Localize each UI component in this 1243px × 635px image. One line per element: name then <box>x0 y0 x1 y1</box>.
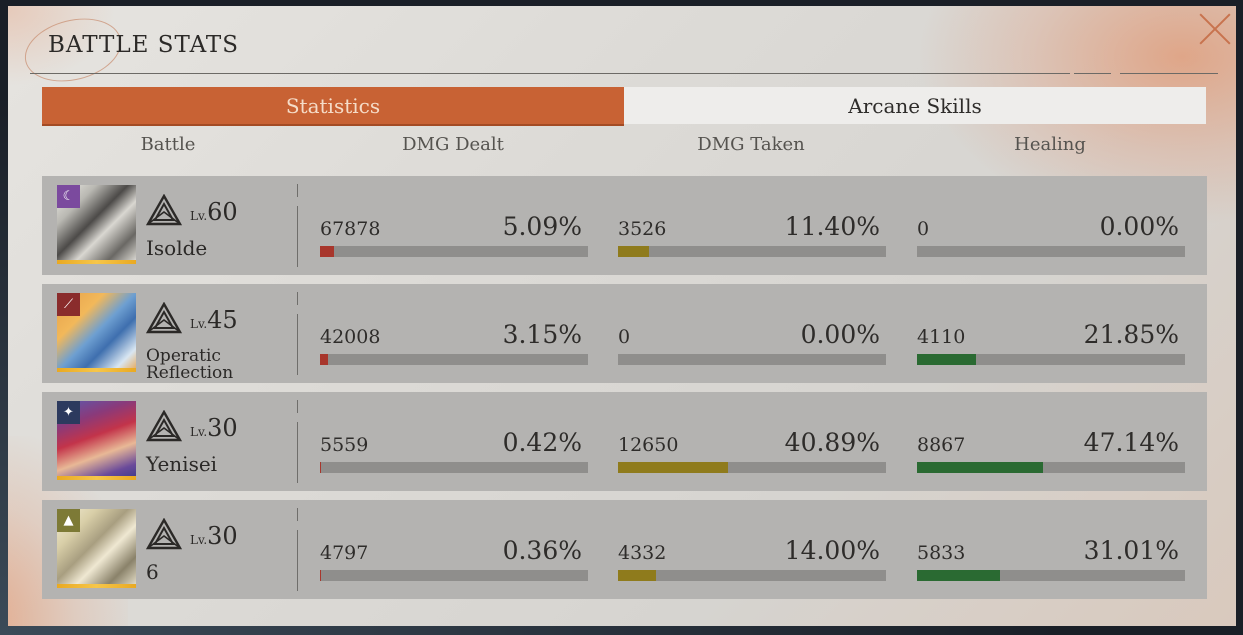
column-header-battle: Battle <box>140 134 196 155</box>
character-level: Lv.30 <box>190 414 238 442</box>
tab-statistics[interactable]: Statistics <box>42 87 624 124</box>
dmg-taken-stat: 3526 11.40% <box>618 212 886 260</box>
character-level: Lv.45 <box>190 306 238 334</box>
battle-stats-panel: BATTLE STATS Statistics Arcane Skills Ba… <box>8 6 1236 626</box>
progress-bar <box>320 462 588 473</box>
progress-bar <box>917 570 1185 581</box>
avatar: ☾ <box>57 185 136 264</box>
character-name: 6 <box>146 560 159 584</box>
dmg-taken-stat: 0 0.00% <box>618 320 886 368</box>
rank-triangle-icon <box>146 410 182 442</box>
dmg-taken-stat: 12650 40.89% <box>618 428 886 476</box>
healing-stat: 4110 21.85% <box>917 320 1185 368</box>
progress-bar <box>917 246 1185 257</box>
column-header-dmg-taken: DMG Taken <box>697 134 805 155</box>
close-icon[interactable] <box>1198 12 1232 46</box>
avatar: ▲ <box>57 509 136 588</box>
progress-bar <box>320 570 588 581</box>
table-row[interactable]: ⟋ Lv.45 Operatic Reflection 42008 3.15% 0… <box>42 284 1207 383</box>
progress-bar <box>618 462 886 473</box>
avatar: ✦ <box>57 401 136 480</box>
rank-triangle-icon <box>146 194 182 226</box>
healing-stat: 0 0.00% <box>917 212 1185 260</box>
healing-stat: 5833 31.01% <box>917 536 1185 584</box>
progress-bar <box>917 354 1185 365</box>
progress-bar <box>320 354 588 365</box>
star-spark-icon: ✦ <box>57 401 80 424</box>
character-name: Yenisei <box>146 452 218 476</box>
table-row[interactable]: ☾ Lv.60 Isolde 67878 5.09% 3526 11.40% 0… <box>42 176 1207 275</box>
title-divider <box>30 73 1070 74</box>
progress-bar <box>618 570 886 581</box>
progress-bar <box>618 354 886 365</box>
avatar: ⟋ <box>57 293 136 372</box>
character-name: Isolde <box>146 236 208 260</box>
column-header-dmg-dealt: DMG Dealt <box>402 134 504 155</box>
dmg-dealt-stat: 67878 5.09% <box>320 212 588 260</box>
dmg-dealt-stat: 4797 0.36% <box>320 536 588 584</box>
table-row[interactable]: ▲ Lv.30 6 4797 0.36% 4332 14.00% 5833 31… <box>42 500 1207 599</box>
progress-bar <box>618 246 886 257</box>
character-level: Lv.60 <box>190 198 238 226</box>
table-row[interactable]: ✦ Lv.30 Yenisei 5559 0.42% 12650 40.89% … <box>42 392 1207 491</box>
rank-triangle-icon <box>146 518 182 550</box>
claw-icon: ⟋ <box>57 293 80 316</box>
column-header-healing: Healing <box>1014 134 1086 155</box>
dmg-taken-stat: 4332 14.00% <box>618 536 886 584</box>
healing-stat: 8867 47.14% <box>917 428 1185 476</box>
page-title: BATTLE STATS <box>48 32 240 58</box>
character-level: Lv.30 <box>190 522 238 550</box>
progress-bar <box>917 462 1185 473</box>
character-name: Operatic Reflection <box>146 346 234 383</box>
pyramid-icon: ▲ <box>57 509 80 532</box>
progress-bar <box>320 246 588 257</box>
tab-arcane-skills[interactable]: Arcane Skills <box>624 87 1206 124</box>
tab-bar: Statistics Arcane Skills <box>42 87 1206 124</box>
dmg-dealt-stat: 42008 3.15% <box>320 320 588 368</box>
dmg-dealt-stat: 5559 0.42% <box>320 428 588 476</box>
rank-triangle-icon <box>146 302 182 334</box>
moon-swirl-icon: ☾ <box>57 185 80 208</box>
